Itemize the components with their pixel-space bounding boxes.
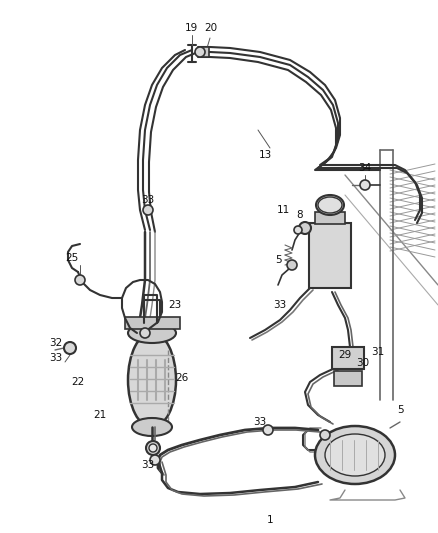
Text: 33: 33 bbox=[253, 417, 267, 427]
Ellipse shape bbox=[132, 418, 172, 436]
Text: 22: 22 bbox=[71, 377, 85, 387]
Text: 21: 21 bbox=[93, 410, 106, 420]
Circle shape bbox=[75, 275, 85, 285]
Circle shape bbox=[146, 441, 160, 455]
Text: 33: 33 bbox=[273, 300, 286, 310]
Ellipse shape bbox=[318, 197, 342, 213]
Text: 19: 19 bbox=[184, 23, 198, 33]
Text: 11: 11 bbox=[276, 205, 290, 215]
Circle shape bbox=[143, 205, 153, 215]
Text: 1: 1 bbox=[267, 515, 273, 525]
Circle shape bbox=[149, 444, 157, 452]
Bar bbox=[334, 370, 362, 385]
Circle shape bbox=[140, 328, 150, 338]
Circle shape bbox=[320, 430, 330, 440]
Circle shape bbox=[150, 455, 160, 465]
Ellipse shape bbox=[325, 434, 385, 476]
Text: 5: 5 bbox=[397, 405, 403, 415]
Circle shape bbox=[294, 226, 302, 234]
Circle shape bbox=[287, 260, 297, 270]
Text: 8: 8 bbox=[297, 210, 303, 220]
Text: 25: 25 bbox=[65, 253, 79, 263]
Bar bbox=[332, 347, 364, 369]
Text: 33: 33 bbox=[141, 460, 155, 470]
Text: 34: 34 bbox=[358, 163, 371, 173]
Ellipse shape bbox=[315, 426, 395, 484]
Circle shape bbox=[195, 47, 205, 57]
Text: 20: 20 bbox=[205, 23, 218, 33]
Circle shape bbox=[64, 342, 76, 354]
Text: 31: 31 bbox=[371, 347, 385, 357]
Bar bbox=[315, 212, 345, 224]
Ellipse shape bbox=[316, 195, 344, 215]
Bar bbox=[201, 47, 208, 57]
Text: 33: 33 bbox=[49, 353, 63, 363]
Text: 23: 23 bbox=[168, 300, 182, 310]
Text: 33: 33 bbox=[141, 195, 155, 205]
Ellipse shape bbox=[128, 333, 176, 427]
Bar bbox=[309, 222, 351, 287]
Text: 5: 5 bbox=[275, 255, 281, 265]
Bar bbox=[124, 317, 180, 329]
Text: 29: 29 bbox=[339, 350, 352, 360]
Ellipse shape bbox=[128, 323, 176, 343]
Text: 13: 13 bbox=[258, 150, 272, 160]
Circle shape bbox=[360, 180, 370, 190]
Text: 32: 32 bbox=[49, 338, 63, 348]
Text: 30: 30 bbox=[357, 358, 370, 368]
Circle shape bbox=[263, 425, 273, 435]
Text: 26: 26 bbox=[175, 373, 189, 383]
Circle shape bbox=[299, 222, 311, 234]
